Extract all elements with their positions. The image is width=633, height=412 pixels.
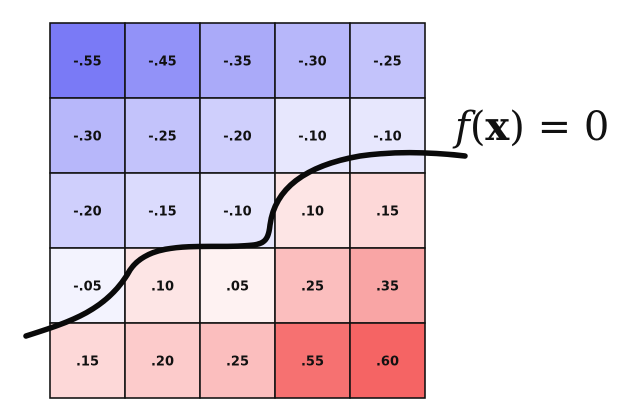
grid-cell — [274, 247, 351, 324]
grid-cell-value: -.10 — [223, 205, 251, 220]
grid-cell-value: .25 — [226, 355, 249, 370]
grid-cell — [199, 97, 276, 174]
grid-cell — [124, 22, 201, 99]
grid-cell-value: .25 — [301, 280, 324, 295]
grid-cell-value: -.45 — [148, 55, 176, 70]
grid-cell-value: .20 — [151, 355, 174, 370]
grid-cell-value: .35 — [376, 280, 399, 295]
curve-label: f(x) = 0 — [452, 103, 609, 150]
value-grid: -.55 -.45 -.35 -.30 -.25 -.30 -.25 -.20 -.10 -.10… — [49, 22, 426, 399]
grid-cell-value: -.20 — [73, 205, 101, 220]
grid-cell-value: -.10 — [373, 130, 401, 145]
grid-cell — [199, 247, 276, 324]
curve-label-eq: = 0 — [525, 104, 609, 150]
zero-level-curve — [23, 149, 468, 339]
grid-cell — [349, 322, 426, 399]
grid-cell-value: .05 — [226, 280, 249, 295]
grid-cell — [49, 97, 126, 174]
grid-cell — [199, 322, 276, 399]
grid-cell-value: -.55 — [73, 55, 101, 70]
grid-cell-value: -.35 — [223, 55, 251, 70]
grid-cell-value: -.20 — [223, 130, 251, 145]
curve-label-close: ) — [509, 104, 525, 150]
grid-cell — [349, 247, 426, 324]
grid-cell-value: .60 — [376, 355, 399, 370]
grid-cell — [124, 172, 201, 249]
grid-cell — [49, 22, 126, 99]
grid-cell — [49, 322, 126, 399]
grid-cell-value: .10 — [151, 280, 174, 295]
grid-cell-value: -.30 — [298, 55, 326, 70]
grid-cell-value: -.05 — [73, 280, 101, 295]
grid-cell-value: -.25 — [148, 130, 176, 145]
grid-cell — [124, 322, 201, 399]
grid-cell-value: -.30 — [73, 130, 101, 145]
grid-cell-value: -.10 — [298, 130, 326, 145]
grid-cell-value: .15 — [376, 205, 399, 220]
grid-cell-value: -.25 — [373, 55, 401, 70]
grid-cell-value: .10 — [301, 205, 324, 220]
grid-cell-value: .15 — [76, 355, 99, 370]
curve-label-x: x — [485, 103, 510, 150]
grid-cell — [199, 22, 276, 99]
grid-cell-value: -.15 — [148, 205, 176, 220]
curve-label-open: ( — [470, 104, 486, 150]
grid-cell — [349, 97, 426, 174]
grid-cell-value: .55 — [301, 355, 324, 370]
